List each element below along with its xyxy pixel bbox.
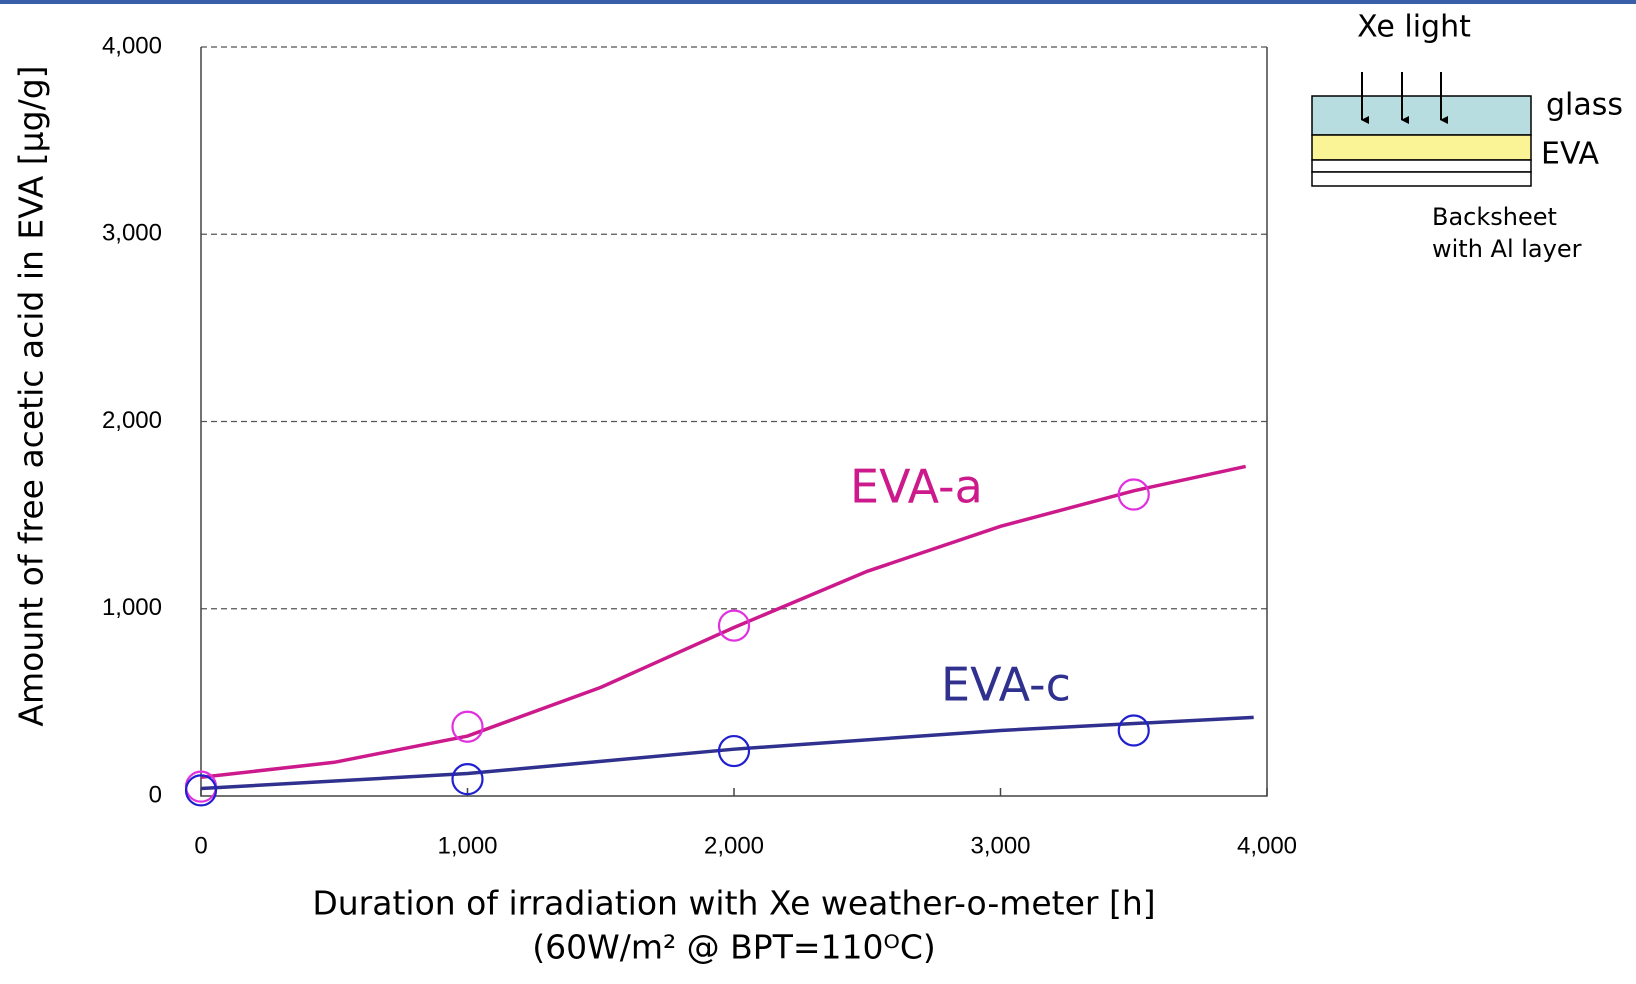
x-tick-label: 1,000 (437, 832, 497, 859)
data-point (1117, 714, 1150, 747)
x-tick-label: 4,000 (1237, 832, 1297, 859)
x-tick-label: 2,000 (704, 832, 764, 859)
x-axis-note: (60W/m² @ BPT=110ᴼC) (532, 928, 936, 967)
series-label: EVA-a (850, 460, 983, 514)
x-tick-label: 0 (194, 832, 207, 859)
x-axis-label: Duration of irradiation with Xe weather-… (312, 884, 1155, 923)
data-point (184, 774, 218, 807)
y-tick-label: 4,000 (102, 32, 162, 59)
y-tick-label: 1,000 (102, 594, 162, 621)
x-tick-label: 3,000 (970, 832, 1030, 859)
data-point (451, 763, 484, 796)
y-tick-label: 2,000 (102, 407, 162, 434)
data-point (451, 710, 484, 743)
data-point (1117, 478, 1150, 511)
diagram-label: with Al layer (1432, 235, 1582, 263)
plot-frame (200, 47, 1268, 797)
backsheet-layer (1311, 171, 1532, 187)
data-point (717, 609, 751, 642)
y-axis-label: Amount of free acetic acid in EVA [µg/g] (12, 65, 51, 726)
diagram-label: glass (1546, 88, 1623, 123)
backsheet-layer (1311, 159, 1532, 173)
fit-curve (200, 464, 1247, 780)
eva-layer (1311, 134, 1532, 161)
fit-curve (200, 715, 1254, 791)
diagram-label: Backsheet (1432, 203, 1557, 231)
top-bar (0, 0, 1636, 4)
diagram-label: Xe light (1357, 10, 1471, 45)
y-tick-label: 0 (149, 781, 162, 808)
series-label: EVA-c (941, 658, 1071, 712)
y-tick-label: 3,000 (102, 220, 162, 247)
diagram-label: EVA (1541, 137, 1600, 172)
data-point (717, 734, 751, 768)
glass-layer (1311, 95, 1532, 136)
